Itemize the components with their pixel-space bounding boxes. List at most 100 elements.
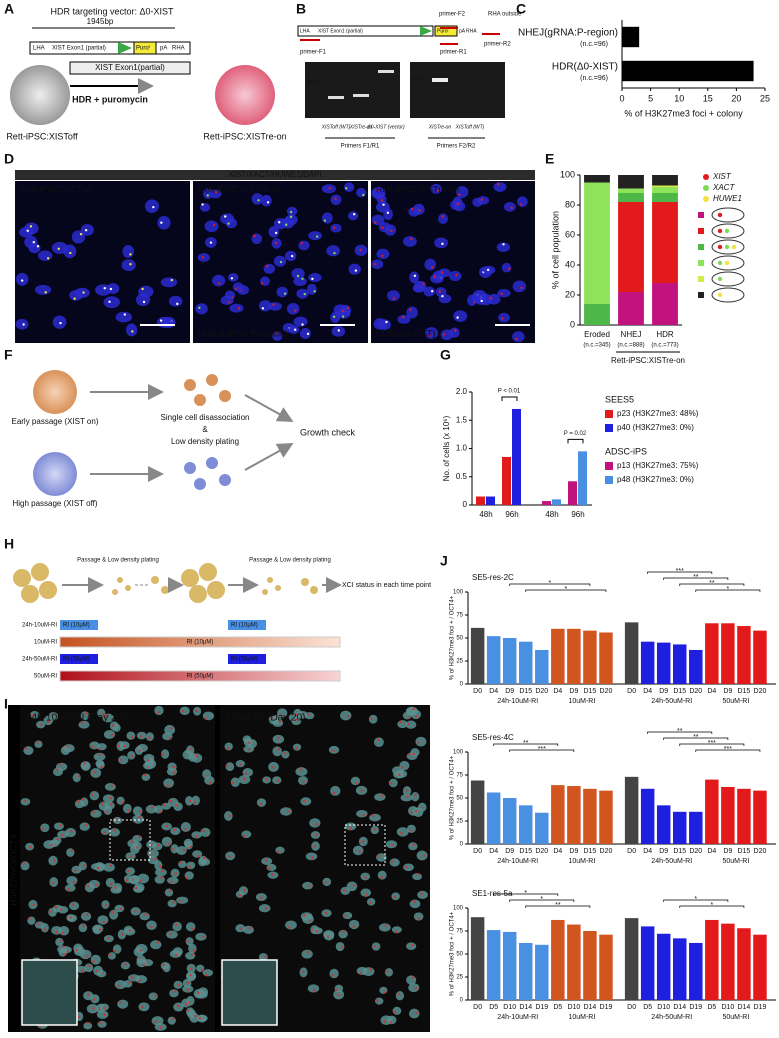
n-label: (n.c.=773) — [651, 343, 678, 349]
signal — [80, 721, 84, 724]
bar — [705, 779, 719, 844]
signal — [87, 884, 90, 887]
bar — [599, 790, 613, 844]
nucleus — [378, 222, 391, 233]
label: XCI status in each time point — [342, 582, 431, 589]
nucleus — [72, 773, 81, 783]
nucleus — [304, 712, 315, 720]
nucleus — [73, 943, 83, 953]
signal — [345, 187, 348, 190]
signal — [294, 328, 297, 331]
signal — [520, 286, 523, 289]
signal — [174, 872, 177, 875]
signal — [165, 824, 169, 828]
nucleus — [225, 218, 238, 229]
signal — [300, 242, 303, 245]
treatment-bar — [59, 636, 341, 648]
signal — [75, 949, 78, 952]
legend-heading: SEES5 — [605, 394, 634, 404]
nucleus — [297, 775, 308, 785]
y-tick-label: 40 — [565, 259, 575, 269]
bar-segment — [618, 175, 644, 189]
panel-letter: F — [4, 347, 13, 363]
signal — [108, 300, 111, 303]
signal — [176, 302, 179, 306]
category-label: D20 — [535, 848, 548, 855]
nucleus — [474, 294, 488, 305]
signal — [257, 199, 260, 202]
nucleus — [295, 767, 308, 777]
signal — [253, 234, 256, 238]
x-tick-label: 25 — [760, 93, 770, 103]
signal — [398, 773, 401, 777]
bar — [721, 786, 735, 844]
signal — [315, 235, 319, 238]
signal — [154, 1020, 157, 1023]
nucleus — [161, 749, 170, 759]
signal — [191, 927, 194, 930]
signal — [188, 799, 192, 803]
signal — [416, 872, 420, 876]
nucleus — [103, 296, 120, 309]
nucleus — [69, 290, 83, 301]
category-label: D14 — [519, 1004, 532, 1011]
signal — [393, 1010, 397, 1014]
significance-bracket — [525, 905, 591, 908]
signal — [141, 1005, 144, 1009]
signal — [105, 810, 109, 814]
significance: ** — [693, 734, 699, 741]
signal — [36, 741, 39, 744]
signal — [209, 781, 212, 784]
bar — [599, 934, 613, 1000]
nucleus — [266, 863, 277, 872]
nucleus — [145, 757, 155, 767]
category-label: D4 — [489, 688, 498, 695]
nucleus — [368, 714, 378, 724]
signal — [406, 795, 409, 798]
cell — [125, 585, 131, 591]
signal — [90, 793, 94, 796]
bar — [535, 944, 549, 1000]
bar-segment — [618, 193, 644, 202]
nucleus — [413, 912, 424, 921]
cell-on — [215, 65, 275, 125]
signal — [175, 953, 178, 957]
bar — [753, 790, 767, 844]
nucleus — [123, 874, 133, 884]
nucleus — [122, 244, 135, 259]
nucleus — [103, 729, 116, 739]
nucleus — [369, 813, 381, 822]
signal — [108, 953, 111, 957]
label: High passage (XIST off) — [12, 499, 97, 508]
treatment-box — [60, 620, 98, 630]
signal — [60, 939, 63, 942]
signal — [29, 225, 33, 228]
signal — [226, 764, 229, 768]
signal — [397, 992, 401, 996]
label: HDR + puromycin — [72, 94, 148, 104]
nucleus — [352, 845, 364, 856]
y-tick-label: 2.0 — [456, 387, 468, 396]
category-label: D9 — [569, 688, 578, 695]
nucleus — [302, 881, 314, 890]
signal — [62, 945, 65, 949]
category-label: D20 — [600, 848, 613, 855]
signal — [44, 291, 47, 294]
nucleus — [192, 850, 203, 858]
nucleus — [90, 954, 101, 965]
category-label: D0 — [627, 848, 636, 855]
signal — [279, 714, 283, 717]
signal — [139, 879, 142, 882]
signal — [197, 854, 200, 858]
signal — [274, 241, 278, 245]
signal — [54, 905, 57, 909]
nucleus — [37, 250, 53, 261]
nucleus — [78, 861, 87, 871]
signal — [360, 789, 363, 792]
signal — [374, 221, 377, 224]
legend-marker — [703, 174, 709, 180]
nucleus — [78, 923, 88, 933]
nucleus — [415, 736, 427, 747]
nucleus — [150, 940, 162, 950]
signal — [71, 903, 75, 906]
